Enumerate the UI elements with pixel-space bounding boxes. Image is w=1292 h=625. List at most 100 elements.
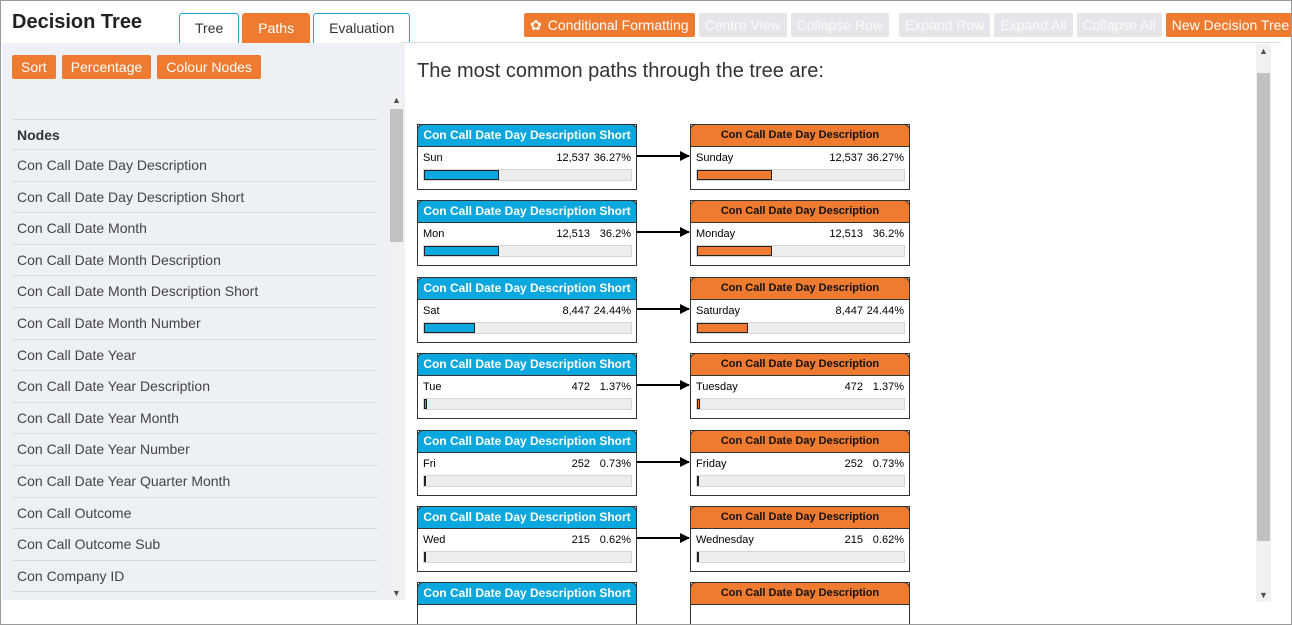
node-bar-fill: [697, 399, 700, 409]
node-bar-fill: [697, 170, 772, 180]
path-node-full[interactable]: Con Call Date Day Description Wednesday 21…: [690, 506, 910, 572]
app-title: Decision Tree: [12, 11, 143, 33]
node-title: Con Call Date Day Description Short: [417, 200, 637, 223]
node-percentage: 0.73%: [872, 458, 904, 470]
node-label: Saturday: [696, 305, 741, 317]
path-node-full[interactable]: Con Call Date Day Description Tuesday 472 1…: [690, 353, 910, 419]
node-bar: [696, 245, 905, 257]
list-item[interactable]: Con Call Date Month Number: [12, 308, 378, 340]
node-label: Wednesday: [696, 534, 754, 546]
node-count: 472: [844, 381, 863, 393]
sidebar: Sort Percentage Colour Nodes Nodes Con C…: [2, 43, 405, 600]
expand-row-button[interactable]: Expand Row: [898, 13, 991, 37]
path-node-short[interactable]: Con Call Date Day Description Short Tue 47…: [417, 353, 637, 419]
node-label: Fri: [423, 458, 436, 470]
path-node-short[interactable]: Con Call Date Day Description Short Sat 8,…: [417, 277, 637, 343]
list-item[interactable]: Con Call Date Day Description Short: [12, 182, 378, 214]
path-node-full[interactable]: Con Call Date Day Description Saturday 8,4…: [690, 277, 910, 343]
sidebar-scrollbar[interactable]: ▲ ▼: [389, 93, 404, 600]
node-bar-fill: [424, 246, 499, 256]
scroll-down-arrow-icon[interactable]: ▼: [1259, 590, 1268, 600]
node-count: 12,513: [829, 228, 863, 240]
sort-button[interactable]: Sort: [12, 55, 56, 79]
scroll-down-arrow-icon[interactable]: ▼: [392, 588, 401, 598]
page-title: The most common paths through the tree a…: [417, 60, 824, 82]
list-item[interactable]: Con Call Date Year Number: [12, 434, 378, 466]
centre-view-button[interactable]: Centre View: [698, 13, 787, 37]
node-title: Con Call Date Day Description Short: [417, 582, 637, 605]
node-label: Sunday: [696, 152, 734, 164]
sidebar-scroll-thumb[interactable]: [390, 109, 403, 242]
list-item[interactable]: Con Call Date Year Description: [12, 371, 378, 403]
node-bar-fill: [697, 323, 748, 333]
path-node-full[interactable]: Con Call Date Day Description Friday 252 0.…: [690, 430, 910, 496]
node-label: Sun: [423, 152, 443, 164]
list-item[interactable]: Con Call Date Month Description: [12, 245, 378, 277]
path-node-full[interactable]: Con Call Date Day Description: [690, 582, 910, 624]
list-item[interactable]: Con Call Date Day Description: [12, 150, 378, 182]
toolbar: ✿ Conditional Formatting Centre View Coll…: [524, 13, 1291, 37]
node-bar: [696, 322, 905, 334]
list-item[interactable]: Con Call Date Year Month: [12, 403, 378, 435]
path-node-short[interactable]: Con Call Date Day Description Short: [417, 582, 637, 624]
tab-tree[interactable]: Tree: [179, 13, 240, 43]
node-label: Mon: [423, 228, 445, 240]
node-label: Friday: [696, 458, 727, 470]
tab-paths[interactable]: Paths: [242, 13, 311, 43]
colour-nodes-button[interactable]: Colour Nodes: [157, 55, 261, 79]
tab-evaluation[interactable]: Evaluation: [313, 13, 411, 43]
list-item[interactable]: Con Call Date Month Description Short: [12, 276, 378, 308]
path-node-short[interactable]: Con Call Date Day Description Short Wed 21…: [417, 506, 637, 572]
node-title: Con Call Date Day Description: [690, 353, 910, 376]
scroll-up-arrow-icon[interactable]: ▲: [392, 95, 401, 105]
node-percentage: 24.44%: [593, 305, 631, 317]
node-title: Con Call Date Day Description: [690, 200, 910, 223]
node-percentage: 0.62%: [599, 534, 631, 546]
node-percentage: 1.37%: [599, 381, 631, 393]
path-node-short[interactable]: Con Call Date Day Description Short Sun 12…: [417, 124, 637, 190]
node-percentage: 1.37%: [872, 381, 904, 393]
scroll-up-arrow-icon[interactable]: ▲: [1259, 46, 1268, 56]
node-label: Tuesday: [696, 381, 738, 393]
path-node-full[interactable]: Con Call Date Day Description Sunday 12,53…: [690, 124, 910, 190]
node-title: Con Call Date Day Description Short: [417, 430, 637, 453]
node-bar-fill: [697, 476, 699, 486]
list-item[interactable]: Con Call Outcome: [12, 498, 378, 530]
percentage-button[interactable]: Percentage: [61, 55, 152, 79]
path-node-short[interactable]: Con Call Date Day Description Short Mon 12…: [417, 200, 637, 266]
node-label: Monday: [696, 228, 736, 240]
main-scroll-thumb[interactable]: [1257, 73, 1270, 541]
node-bar: [696, 551, 905, 563]
node-title: Con Call Date Day Description Short: [417, 506, 637, 529]
node-bar-fill: [424, 170, 499, 180]
list-item[interactable]: Con Call Date Year Quarter Month: [12, 466, 378, 498]
node-bar-fill: [424, 476, 426, 486]
node-count: 472: [571, 381, 590, 393]
list-item[interactable]: Con Call Outcome Sub: [12, 529, 378, 561]
node-label: Wed: [423, 534, 446, 546]
list-item[interactable]: Con Company ID: [12, 561, 378, 593]
new-decision-tree-button[interactable]: New Decision Tree: [1165, 13, 1291, 37]
node-bar: [696, 398, 905, 410]
node-count: 252: [571, 458, 590, 470]
collapse-all-button[interactable]: Collapse All: [1076, 13, 1162, 37]
node-title: Con Call Date Day Description: [690, 124, 910, 147]
node-percentage: 36.27%: [866, 152, 904, 164]
node-percentage: 36.27%: [593, 152, 631, 164]
path-node-short[interactable]: Con Call Date Day Description Short Fri 25…: [417, 430, 637, 496]
conditional-formatting-button[interactable]: ✿ Conditional Formatting: [524, 13, 695, 37]
node-title: Con Call Date Day Description Short: [417, 124, 637, 147]
path-node-full[interactable]: Con Call Date Day Description Monday 12,51…: [690, 200, 910, 266]
main-scrollbar[interactable]: ▲ ▼: [1256, 44, 1271, 602]
node-bar: [696, 475, 905, 487]
list-item[interactable]: Con Call Date Month: [12, 213, 378, 245]
node-count: 8,447: [835, 305, 863, 317]
collapse-row-button[interactable]: Collapse Row: [790, 13, 889, 37]
node-percentage: 36.2%: [872, 228, 904, 240]
expand-all-button[interactable]: Expand All: [994, 13, 1073, 37]
list-item[interactable]: Con Call Date Year: [12, 340, 378, 372]
node-label: Sat: [423, 305, 440, 317]
node-title: Con Call Date Day Description Short: [417, 353, 637, 376]
node-bar: [696, 169, 905, 181]
